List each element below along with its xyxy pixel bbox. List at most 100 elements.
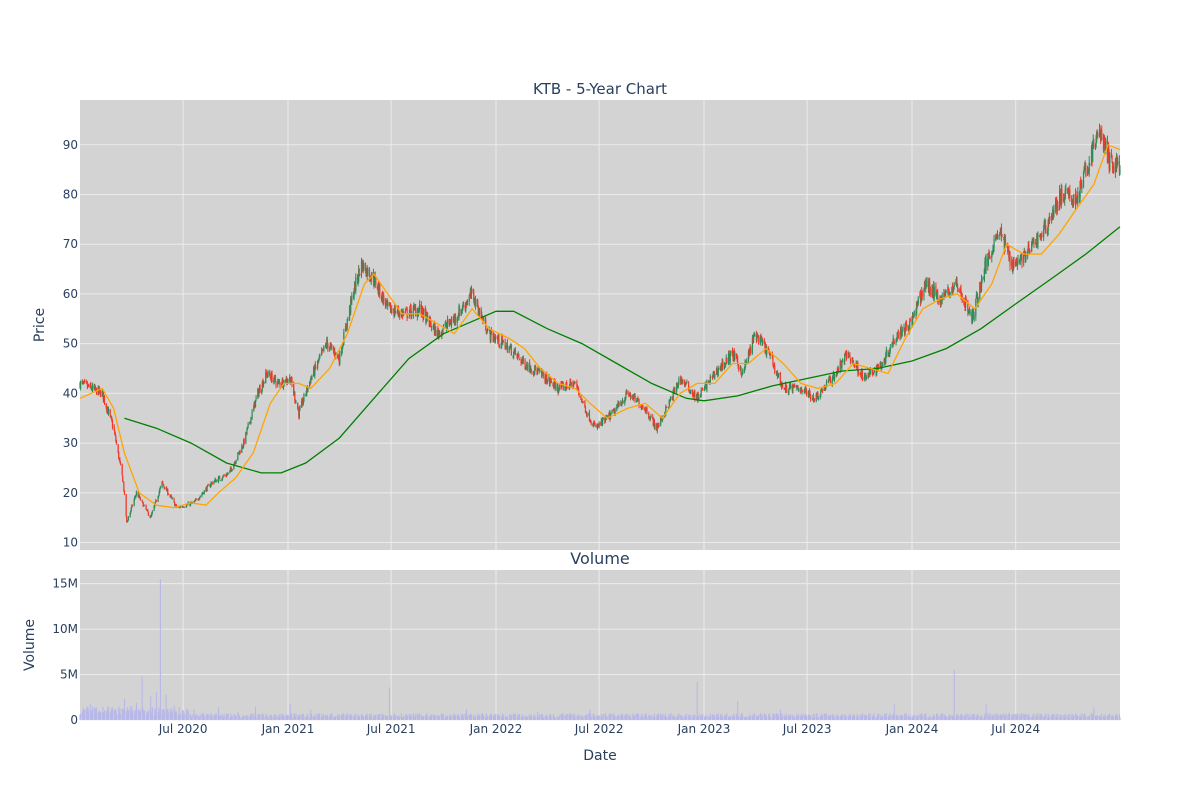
candle-body bbox=[977, 297, 979, 305]
candle-body bbox=[960, 288, 962, 296]
volume-bar bbox=[269, 714, 271, 720]
volume-bar bbox=[1084, 713, 1086, 720]
candle-body bbox=[937, 300, 939, 303]
volume-bar bbox=[616, 716, 618, 720]
candle-body bbox=[714, 374, 716, 377]
candle-body bbox=[1004, 239, 1007, 244]
candle-body bbox=[843, 360, 845, 363]
candle-body bbox=[345, 325, 347, 329]
volume-bar bbox=[550, 717, 552, 720]
candle-body bbox=[676, 383, 678, 392]
candle-body bbox=[122, 475, 124, 482]
candle-body bbox=[221, 478, 224, 480]
volume-bar bbox=[380, 717, 383, 720]
candle-body bbox=[743, 368, 746, 371]
candle-body bbox=[399, 314, 401, 317]
volume-bar bbox=[165, 694, 167, 720]
volume-bar bbox=[426, 713, 428, 720]
volume-bar bbox=[464, 713, 466, 720]
volume-bar bbox=[801, 717, 803, 720]
candle-body bbox=[584, 406, 587, 413]
volume-bar bbox=[209, 713, 212, 720]
candle-body bbox=[865, 373, 867, 378]
volume-bar bbox=[133, 713, 135, 720]
volume-bar bbox=[791, 715, 793, 720]
volume-bar bbox=[509, 714, 511, 720]
volume-bar bbox=[201, 714, 203, 720]
volume-bar bbox=[354, 716, 356, 720]
volume-bar bbox=[289, 716, 291, 720]
volume-bar bbox=[1004, 715, 1007, 720]
volume-bar bbox=[1047, 717, 1049, 720]
candle-body bbox=[307, 386, 309, 391]
price-y-tick-label: 10 bbox=[63, 536, 78, 550]
volume-bar bbox=[963, 715, 966, 720]
volume-bar bbox=[916, 715, 918, 720]
volume-bar bbox=[749, 715, 751, 720]
volume-bar bbox=[764, 713, 766, 720]
volume-bar bbox=[576, 717, 579, 720]
volume-bar bbox=[923, 716, 925, 720]
candle-body bbox=[314, 364, 316, 376]
volume-bar bbox=[1076, 715, 1078, 720]
candle-body bbox=[215, 480, 217, 483]
volume-bar bbox=[955, 717, 957, 720]
candle-body bbox=[552, 383, 554, 385]
volume-bar bbox=[693, 717, 695, 720]
candle-body bbox=[652, 416, 654, 419]
volume-bar bbox=[104, 710, 106, 720]
volume-bar bbox=[411, 715, 413, 720]
candle-body bbox=[704, 384, 706, 388]
candle-body bbox=[106, 407, 108, 412]
candle-body bbox=[295, 402, 297, 404]
volume-bar bbox=[98, 710, 100, 720]
volume-bar bbox=[281, 714, 283, 720]
candle-body bbox=[796, 386, 799, 389]
volume-bar bbox=[425, 714, 428, 720]
volume-bar bbox=[752, 717, 754, 720]
candle-body bbox=[676, 383, 678, 386]
candle-body bbox=[861, 370, 864, 380]
volume-bar bbox=[205, 716, 207, 720]
candle-body bbox=[226, 473, 228, 476]
volume-bar bbox=[453, 716, 455, 720]
volume-bar bbox=[425, 715, 427, 720]
volume-bar bbox=[111, 713, 113, 720]
candle-body bbox=[618, 403, 620, 405]
candle-body bbox=[1080, 179, 1082, 184]
candle-body bbox=[674, 389, 676, 392]
volume-bar bbox=[313, 714, 315, 720]
volume-bar bbox=[178, 706, 180, 720]
candle-body bbox=[303, 394, 305, 401]
volume-bar bbox=[529, 714, 531, 720]
volume-bar bbox=[241, 716, 244, 720]
candle-body bbox=[857, 372, 860, 375]
volume-bar bbox=[969, 717, 971, 720]
volume-bar bbox=[518, 714, 520, 720]
volume-bar bbox=[406, 714, 408, 720]
volume-bar bbox=[358, 716, 360, 720]
volume-bar bbox=[366, 713, 368, 720]
volume-bar bbox=[1047, 713, 1049, 720]
volume-bar bbox=[90, 710, 92, 720]
volume-bar bbox=[1063, 716, 1065, 720]
candle-body bbox=[363, 263, 365, 270]
candle-body bbox=[726, 357, 728, 364]
volume-bar bbox=[670, 713, 672, 720]
volume-bar bbox=[904, 713, 906, 720]
candle-body bbox=[800, 387, 803, 393]
candle-body bbox=[269, 375, 271, 378]
volume-bar bbox=[198, 716, 200, 720]
volume-bar bbox=[947, 716, 950, 720]
volume-bar bbox=[159, 579, 161, 720]
volume-bar bbox=[945, 716, 947, 720]
volume-bar bbox=[182, 710, 184, 720]
candle-body bbox=[995, 236, 997, 237]
volume-bar bbox=[688, 716, 690, 720]
volume-bar bbox=[146, 712, 148, 720]
volume-bar bbox=[299, 715, 301, 720]
volume-bar bbox=[598, 715, 600, 720]
volume-bar bbox=[888, 715, 890, 720]
candle-body bbox=[374, 275, 376, 284]
candle-body bbox=[421, 305, 424, 315]
